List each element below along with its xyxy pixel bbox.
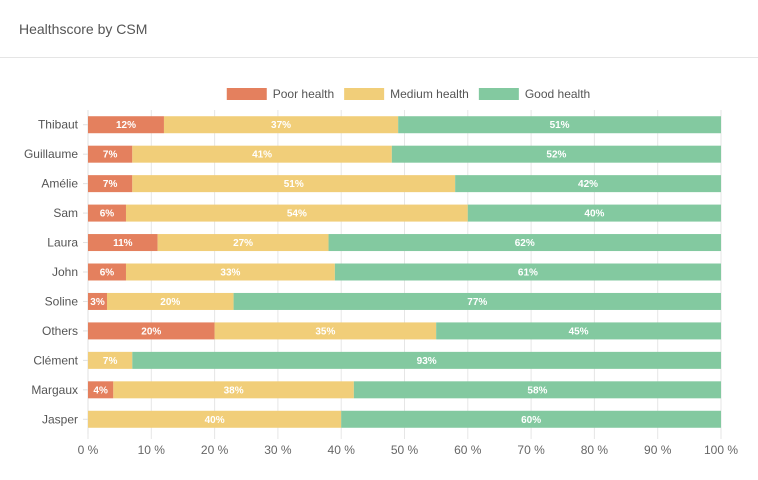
category-label: Margaux — [31, 383, 78, 397]
bar-segment[interactable] — [88, 381, 114, 399]
x-tick-label: 40 % — [328, 443, 356, 457]
category-label: Jasper — [42, 412, 78, 426]
bar-segment[interactable] — [106, 292, 234, 310]
category-label: Soline — [45, 294, 79, 308]
bar-segment[interactable] — [233, 292, 721, 310]
bar-segment[interactable] — [353, 381, 721, 399]
bar-data-label: 41% — [252, 150, 272, 161]
legend-label[interactable]: Medium health — [390, 87, 469, 101]
x-tick-label: 70 % — [517, 443, 545, 457]
x-tick-label: 100 % — [704, 443, 738, 457]
legend-label[interactable]: Poor health — [273, 87, 334, 101]
legend-label[interactable]: Good health — [525, 87, 590, 101]
bar-segment[interactable] — [88, 175, 133, 193]
bar-data-label: 12% — [116, 120, 136, 131]
legend-swatch[interactable] — [226, 88, 267, 100]
bar-data-label: 33% — [220, 268, 240, 279]
bar-data-label: 6% — [100, 209, 115, 220]
bar-data-label: 7% — [103, 150, 118, 161]
bar-data-label: 40% — [205, 415, 225, 426]
category-label: Laura — [47, 236, 78, 250]
bar-segment[interactable] — [455, 175, 721, 193]
bar-segment[interactable] — [132, 145, 392, 163]
bar-segment[interactable] — [132, 351, 721, 369]
bar-data-label: 62% — [515, 238, 535, 249]
bar-data-label: 54% — [287, 209, 307, 220]
bar-segment[interactable] — [88, 145, 133, 163]
bar-segment[interactable] — [398, 116, 721, 134]
bar-data-label: 93% — [417, 356, 437, 367]
legend-swatch[interactable] — [344, 88, 385, 100]
x-tick-label: 80 % — [581, 443, 609, 457]
category-label: Thibaut — [38, 118, 79, 132]
bar-segment[interactable] — [88, 292, 107, 310]
card-header: Healthscore by CSM — [0, 0, 758, 58]
bar-segment[interactable] — [467, 204, 721, 222]
category-label: Sam — [53, 206, 78, 220]
bar-data-label: 58% — [527, 385, 547, 396]
bar-data-label: 20% — [141, 326, 161, 337]
bar-segment[interactable] — [334, 263, 721, 281]
bar-segment[interactable] — [113, 381, 354, 399]
bar-data-label: 37% — [271, 120, 291, 131]
bar-segment[interactable] — [88, 204, 126, 222]
x-tick-label: 30 % — [264, 443, 292, 457]
x-tick-label: 10 % — [138, 443, 166, 457]
bar-segment[interactable] — [391, 145, 721, 163]
bar-data-label: 7% — [103, 356, 118, 367]
bar-data-label: 3% — [90, 297, 105, 308]
bar-data-label: 77% — [467, 297, 487, 308]
bar-data-label: 20% — [160, 297, 180, 308]
card-title: Healthscore by CSM — [19, 21, 148, 37]
bar-segment[interactable] — [88, 263, 126, 281]
bar-data-label: 11% — [113, 238, 133, 249]
bar-segment[interactable] — [125, 204, 468, 222]
category-label: Guillaume — [24, 147, 78, 161]
bar-data-label: 42% — [578, 179, 598, 190]
bar-segment[interactable] — [88, 410, 342, 428]
category-label: Amélie — [41, 177, 78, 191]
bar-data-label: 7% — [103, 179, 118, 190]
legend-swatch[interactable] — [478, 88, 519, 100]
bar-segment[interactable] — [88, 116, 164, 134]
bar-data-label: 51% — [284, 179, 304, 190]
bar-data-label: 61% — [518, 268, 538, 279]
category-label: Others — [42, 324, 78, 338]
bar-data-label: 35% — [315, 326, 335, 337]
category-label: Clément — [33, 353, 78, 367]
bar-data-label: 52% — [546, 150, 566, 161]
bar-segment[interactable] — [88, 234, 158, 252]
bar-data-label: 45% — [569, 326, 589, 337]
bar-segment[interactable] — [132, 175, 456, 193]
x-tick-label: 20 % — [201, 443, 229, 457]
bar-data-label: 6% — [100, 268, 115, 279]
bar-data-label: 27% — [233, 238, 253, 249]
bar-data-label: 40% — [584, 209, 604, 220]
bar-data-label: 4% — [93, 385, 108, 396]
bar-segment[interactable] — [436, 322, 721, 340]
bar-segment[interactable] — [214, 322, 437, 340]
category-label: John — [52, 265, 78, 279]
bar-data-label: 60% — [521, 415, 541, 426]
bar-segment[interactable] — [341, 410, 721, 428]
x-tick-label: 90 % — [644, 443, 672, 457]
x-tick-label: 0 % — [78, 443, 99, 457]
bar-segment[interactable] — [328, 234, 721, 252]
bar-data-label: 51% — [550, 120, 570, 131]
bar-segment[interactable] — [163, 116, 399, 134]
x-tick-label: 50 % — [391, 443, 419, 457]
bar-segment[interactable] — [157, 234, 329, 252]
bar-segment[interactable] — [88, 351, 133, 369]
bar-segment[interactable] — [88, 322, 215, 340]
bar-segment[interactable] — [125, 263, 335, 281]
x-tick-label: 60 % — [454, 443, 482, 457]
bar-data-label: 38% — [224, 385, 244, 396]
